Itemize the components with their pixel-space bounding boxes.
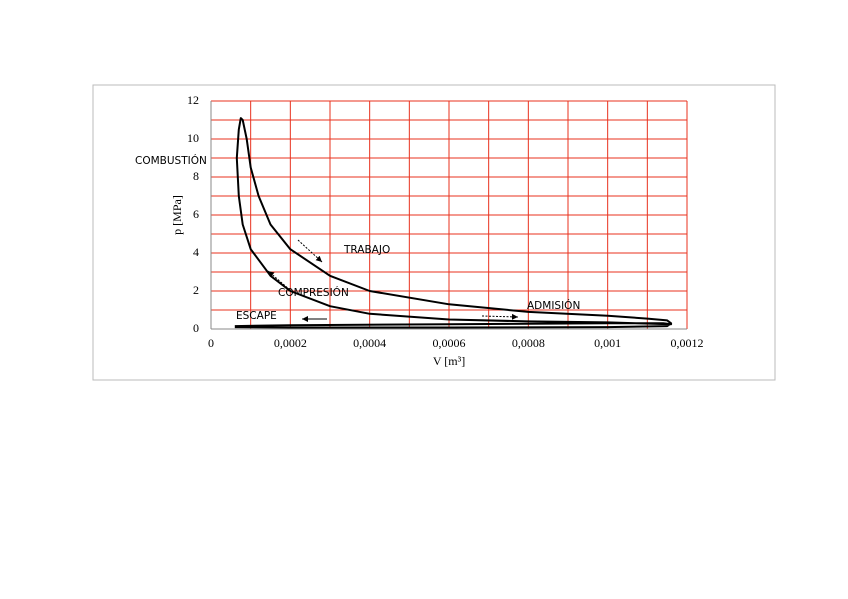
x-tick-label: 0,0004 [353,336,386,350]
x-axis-label: V [m³] [433,354,465,368]
annotation: ADMISIÓN [527,299,580,312]
x-tick-label: 0,0012 [671,336,704,350]
y-tick-label: 12 [187,93,199,107]
annotation: COMPRESIÓN [278,286,349,299]
y-axis-label: p [MPa] [170,195,184,235]
frame [92,84,776,381]
y-tick-label: 8 [193,169,199,183]
y-tick-label: 2 [193,283,199,297]
arrow [267,270,291,291]
x-tick-label: 0,0008 [512,336,545,350]
arrow [481,313,519,320]
y-tick-label: 10 [187,131,199,145]
plot [234,117,673,329]
arrow [297,239,323,263]
x-tick-label: 0,001 [594,336,621,350]
y-tick-label: 6 [193,207,199,221]
line-series [234,117,673,329]
y-tick-label: 4 [193,245,199,259]
y-tick-label: 0 [193,321,199,335]
annotation: COMBUSTIÓN [135,154,207,167]
x-tick-label: 0,0002 [274,336,307,350]
annotation: ESCAPE [236,310,277,322]
x-tick-label: 0,0006 [433,336,466,350]
annotation: TRABAJO [343,244,390,256]
x-tick-label: 0 [208,336,214,350]
